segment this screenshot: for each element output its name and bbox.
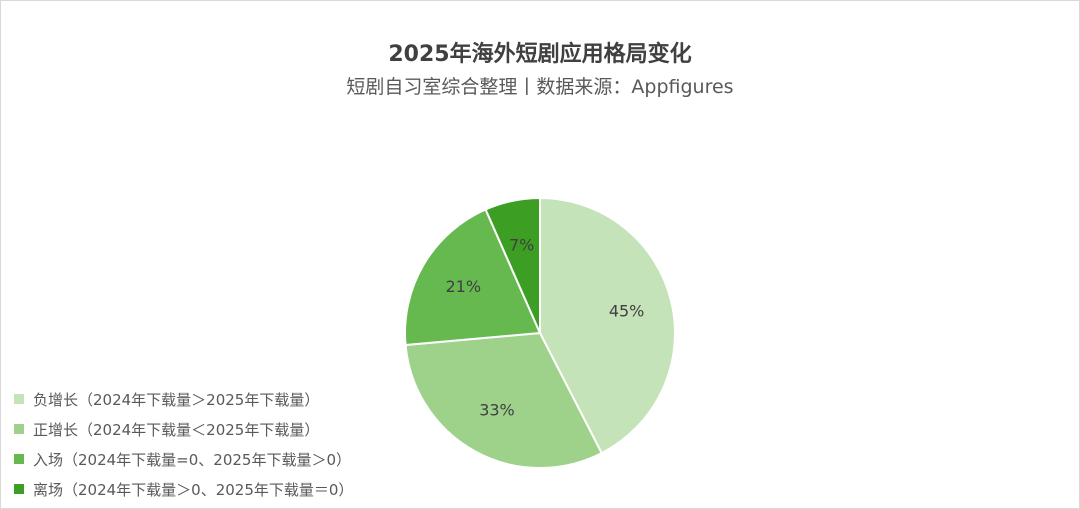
legend: 负增长（2024年下载量＞2025年下载量） 正增长（2024年下载量＜2025… bbox=[14, 384, 353, 504]
legend-label: 负增长（2024年下载量＞2025年下载量） bbox=[33, 390, 320, 409]
legend-item-exit: 离场（2024年下载量＞0、2025年下载量＝0） bbox=[14, 474, 353, 504]
chart-subtitle: 短剧自习室综合整理丨数据来源：Appfigures bbox=[346, 76, 734, 98]
legend-item-positive-growth: 正增长（2024年下载量＜2025年下载量） bbox=[14, 414, 353, 444]
legend-item-negative-growth: 负增长（2024年下载量＞2025年下载量） bbox=[14, 384, 353, 414]
legend-label: 入场（2024年下载量=0、2025年下载量＞0） bbox=[33, 450, 352, 469]
legend-label: 离场（2024年下载量＞0、2025年下载量＝0） bbox=[33, 480, 354, 499]
chart-title: 2025年海外短剧应用格局变化 bbox=[388, 42, 692, 67]
pie-data-label: 45% bbox=[609, 302, 645, 321]
pie-slice-negative-growth bbox=[539, 196, 676, 455]
legend-item-entry: 入场（2024年下载量=0、2025年下载量＞0） bbox=[14, 444, 353, 474]
pie-slice-positive-growth bbox=[404, 331, 603, 469]
pie-data-label: 33% bbox=[479, 401, 515, 420]
pie-slice-entry bbox=[404, 208, 542, 347]
legend-swatch bbox=[14, 424, 24, 434]
legend-swatch bbox=[14, 394, 24, 404]
pie-data-label: 7% bbox=[509, 235, 534, 254]
pie-data-label: 21% bbox=[445, 277, 481, 296]
legend-swatch bbox=[14, 484, 24, 494]
legend-label: 正增长（2024年下载量＜2025年下载量） bbox=[33, 420, 320, 439]
legend-swatch bbox=[14, 454, 24, 464]
pie-slice-exit bbox=[484, 196, 541, 334]
